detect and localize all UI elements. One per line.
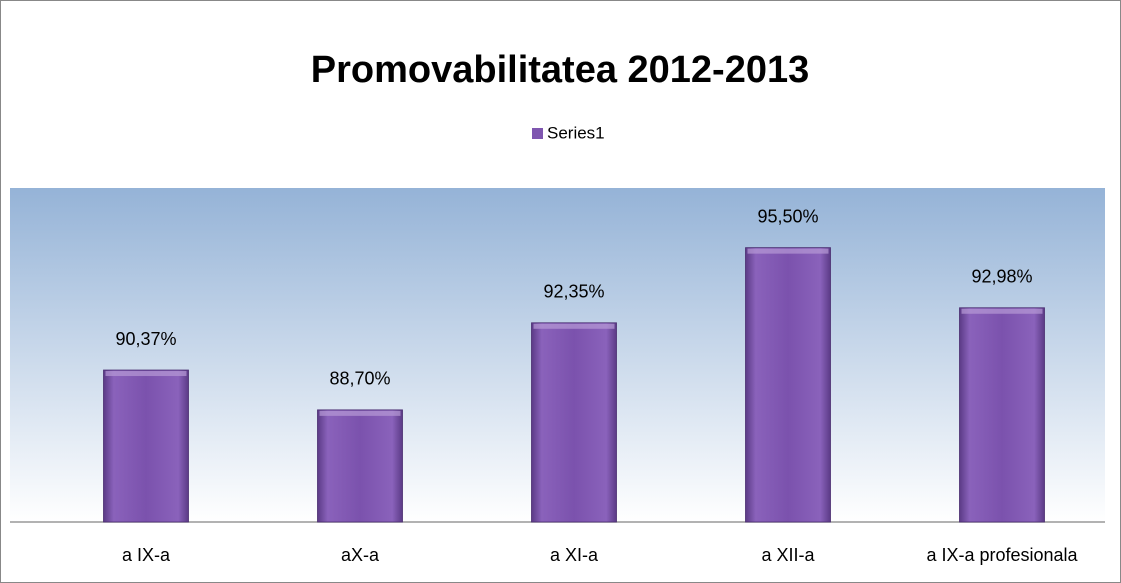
data-label: 95,50% — [757, 206, 818, 226]
data-label: 90,37% — [115, 329, 176, 349]
bar-highlight — [319, 410, 401, 416]
data-label: 92,98% — [971, 267, 1032, 287]
x-tick-label: a IX-a — [122, 545, 171, 565]
x-tick-label: a XII-a — [761, 545, 815, 565]
x-tick-label: a IX-a profesionala — [926, 545, 1078, 565]
legend-label: Series1 — [547, 123, 605, 142]
legend-swatch — [532, 128, 543, 139]
bar — [531, 322, 617, 523]
bar-highlight — [747, 248, 829, 254]
data-label: 92,35% — [543, 282, 604, 302]
bar-highlight — [533, 323, 615, 329]
bar-highlight — [105, 371, 187, 377]
bar — [317, 409, 403, 523]
bar — [745, 247, 831, 523]
bar — [959, 307, 1045, 523]
bar — [103, 369, 189, 523]
chart-title: Promovabilitatea 2012-2013 — [311, 49, 810, 91]
x-tick-label: aX-a — [341, 545, 380, 565]
x-tick-label: a XI-a — [550, 545, 599, 565]
bar-highlight — [961, 308, 1043, 314]
data-label: 88,70% — [329, 369, 390, 389]
